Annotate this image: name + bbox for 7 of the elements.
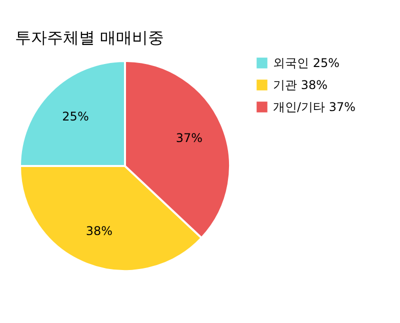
legend-label: 기관 38% xyxy=(273,78,328,92)
data-label: 25% xyxy=(62,110,89,124)
data-label: 37% xyxy=(176,131,203,146)
legend-label: 개인/기타 37% xyxy=(273,100,356,114)
chart-title: 투자주체별 매매비중 xyxy=(15,28,164,47)
data-label: 38% xyxy=(86,224,113,238)
legend-label: 외국인 25% xyxy=(273,56,340,70)
